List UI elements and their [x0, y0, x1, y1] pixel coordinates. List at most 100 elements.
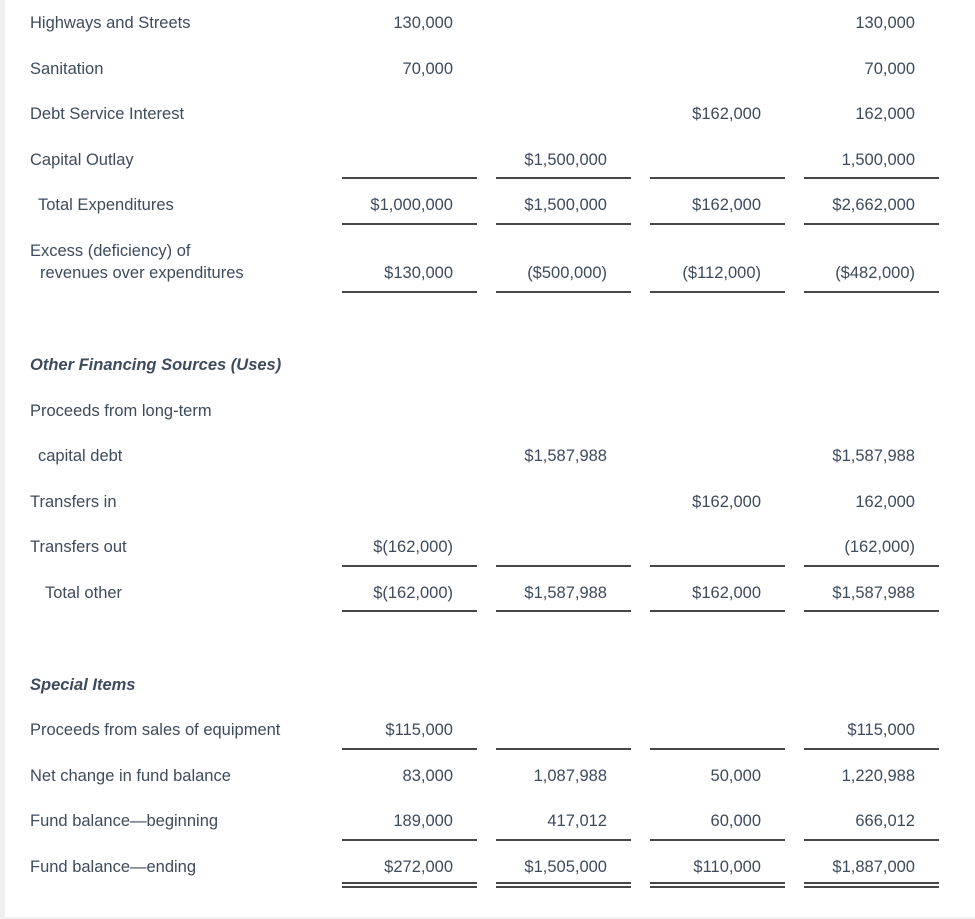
table-row: Excess (deficiency) of revenues over exp…: [5, 229, 975, 297]
table-row: Transfers in $162,000 162,000: [5, 480, 975, 526]
value-cell: $(162,000): [342, 525, 477, 571]
value-cell: $1,000,000: [342, 183, 477, 229]
value-cell: (162,000): [804, 525, 939, 571]
cell-value: $1,500,000: [524, 196, 607, 215]
value-cell: 130,000: [342, 1, 477, 47]
cell-value: $110,000: [693, 857, 761, 876]
cell-value: $162,000: [692, 196, 761, 215]
value-cell: $1,887,000: [804, 845, 939, 891]
value-cell: ($500,000): [496, 229, 631, 297]
row-label: Transfers out: [30, 538, 127, 557]
table-row: Transfers out $(162,000) (162,000): [5, 525, 975, 571]
value-cell: 1,220,988: [804, 754, 939, 800]
table-row: Highways and Streets 130,000 130,000: [5, 1, 975, 47]
row-label: Capital Outlay: [30, 150, 134, 169]
value-cell: 60,000: [650, 799, 785, 845]
value-cell: ($112,000): [650, 229, 785, 297]
cell-value: $1,500,000: [524, 150, 607, 169]
cell-value: $1,505,000: [524, 857, 607, 876]
table-row: Special Items: [5, 663, 975, 709]
value-cell: $2,662,000: [804, 183, 939, 229]
cell-value: 1,220,988: [841, 766, 915, 785]
value-cell: $115,000: [342, 708, 477, 754]
cell-value: 666,012: [855, 812, 915, 831]
cell-value: 70,000: [864, 59, 915, 78]
cell-value: $1,887,000: [832, 857, 915, 876]
row-label: Highways and Streets: [30, 14, 191, 33]
value-cell: ($482,000): [804, 229, 939, 297]
table-row: Other Financing Sources (Uses): [5, 343, 975, 389]
value-cell: $272,000: [342, 845, 477, 891]
cell-value: $115,000: [385, 721, 453, 740]
cell-value: $1,587,988: [832, 583, 915, 602]
table-row: Sanitation 70,000 70,000: [5, 47, 975, 93]
table-row: Total other $(162,000) $1,587,988 $162,0…: [5, 571, 975, 617]
value-cell: $162,000: [650, 183, 785, 229]
table-row: Proceeds from long-term: [5, 389, 975, 435]
cell-value: $(162,000): [373, 583, 453, 602]
value-cell: 1,087,988: [496, 754, 631, 800]
cell-value: 162,000: [855, 492, 915, 511]
value-cell: 162,000: [804, 92, 939, 138]
value-cell: 162,000: [804, 480, 939, 526]
value-cell: $(162,000): [342, 571, 477, 617]
value-cell: [496, 708, 631, 754]
cell-value: ($500,000): [527, 263, 607, 282]
row-label: Excess (deficiency) of revenues over exp…: [5, 229, 323, 297]
table-row: Total Expenditures $1,000,000 $1,500,000…: [5, 183, 975, 229]
section-heading: Other Financing Sources (Uses): [30, 356, 282, 375]
cell-value: 130,000: [855, 14, 915, 33]
value-cell: [496, 480, 631, 526]
table-row: Fund balance—beginning 189,000 417,012 6…: [5, 799, 975, 845]
value-cell: 50,000: [650, 754, 785, 800]
value-cell: [342, 480, 477, 526]
cell-value: $130,000: [384, 263, 453, 282]
cell-value: 83,000: [402, 766, 453, 785]
value-cell: [650, 434, 785, 480]
row-label: Debt Service Interest: [30, 105, 185, 124]
cell-value: $(162,000): [373, 538, 453, 557]
row-label: Fund balance—beginning: [30, 812, 219, 831]
value-cell: [496, 1, 631, 47]
cell-value: (162,000): [844, 538, 915, 557]
cell-value: $1,000,000: [370, 196, 453, 215]
value-cell: $162,000: [650, 92, 785, 138]
row-label-line1: Excess (deficiency) of: [30, 242, 191, 261]
value-cell: $1,587,988: [804, 571, 939, 617]
value-cell: [650, 708, 785, 754]
value-cell: $1,505,000: [496, 845, 631, 891]
row-label: capital debt: [38, 447, 123, 466]
cell-value: $1,587,988: [524, 583, 607, 602]
section-gap: [5, 616, 975, 663]
table-row: Fund balance—ending $272,000 $1,505,000 …: [5, 845, 975, 891]
value-cell: 189,000: [342, 799, 477, 845]
cell-value: 50,000: [710, 766, 761, 785]
value-cell: [496, 92, 631, 138]
row-label: Proceeds from sales of equipment: [30, 721, 281, 740]
cell-value: $162,000: [692, 492, 761, 511]
cell-value: $1,587,988: [832, 447, 915, 466]
value-cell: 130,000: [804, 1, 939, 47]
value-cell: $1,500,000: [496, 138, 631, 184]
table-row: Net change in fund balance 83,000 1,087,…: [5, 754, 975, 800]
value-cell: 70,000: [342, 47, 477, 93]
value-cell: [650, 1, 785, 47]
row-label: Total other: [45, 583, 123, 602]
cell-value: $1,587,988: [524, 447, 607, 466]
value-cell: $115,000: [804, 708, 939, 754]
table-row: capital debt $1,587,988 $1,587,988: [5, 434, 975, 480]
row-label: Fund balance—ending: [30, 857, 197, 876]
value-cell: $162,000: [650, 571, 785, 617]
value-cell: $1,587,988: [496, 434, 631, 480]
cell-value: $162,000: [692, 583, 761, 602]
value-cell: $1,587,988: [804, 434, 939, 480]
value-cell: $1,587,988: [496, 571, 631, 617]
cell-value: $162,000: [692, 105, 761, 124]
value-cell: 417,012: [496, 799, 631, 845]
cell-value: $272,000: [384, 857, 453, 876]
value-cell: [496, 47, 631, 93]
row-label: Net change in fund balance: [30, 766, 231, 785]
value-cell: $1,500,000: [496, 183, 631, 229]
table-row: Capital Outlay $1,500,000 1,500,000: [5, 138, 975, 184]
